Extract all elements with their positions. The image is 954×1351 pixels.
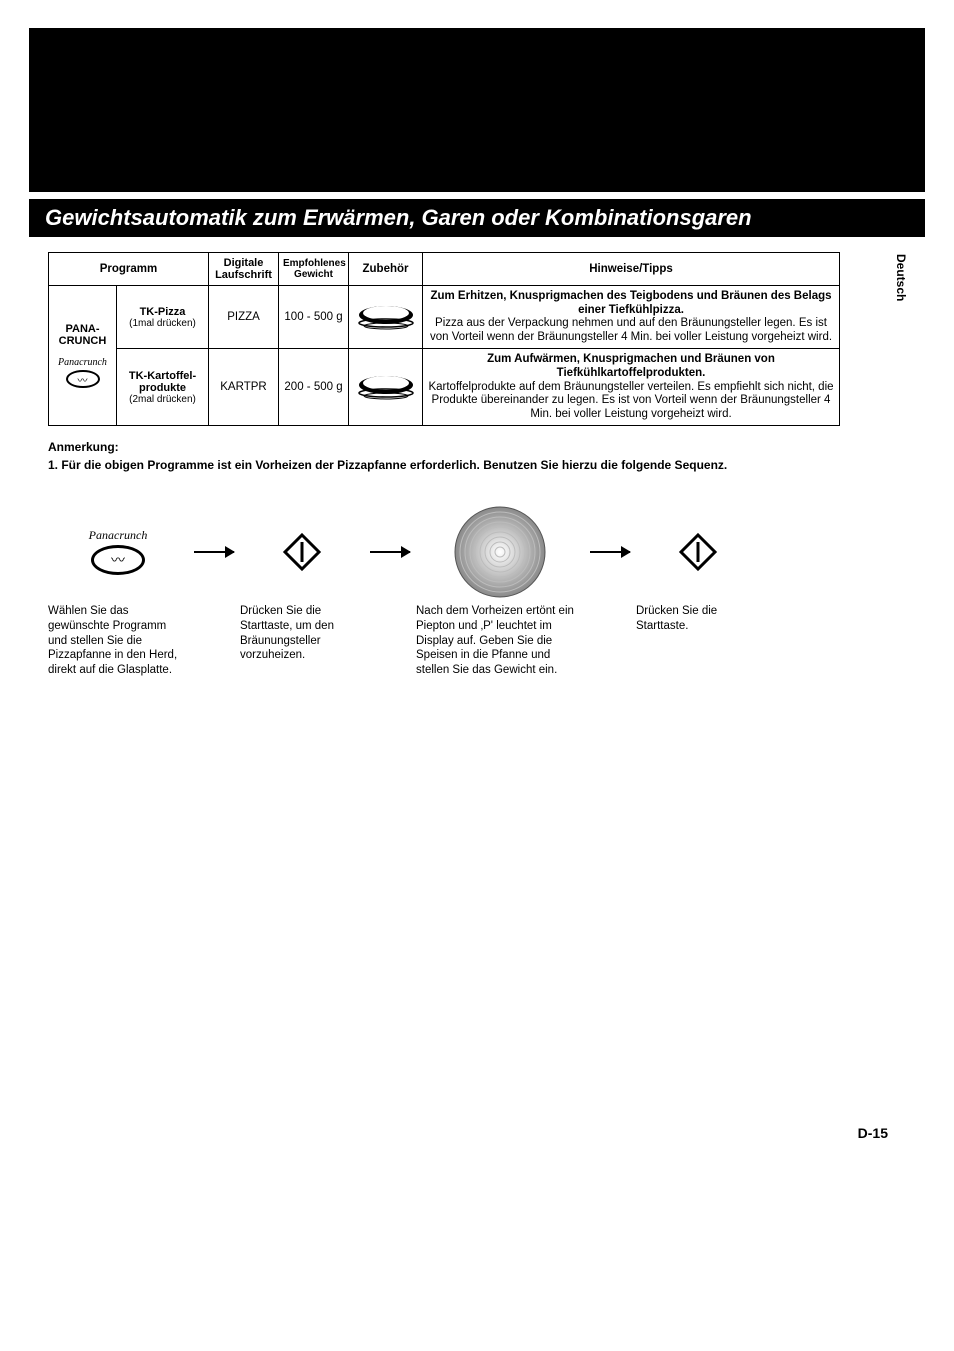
step-4: Drücken Sie die Starttaste. bbox=[636, 506, 760, 633]
arrow-icon bbox=[590, 506, 630, 598]
th-program: Programm bbox=[49, 253, 209, 286]
arrow-icon bbox=[194, 506, 234, 598]
tips-cell: Zum Erhitzen, Knusprigmachen des Teigbod… bbox=[423, 286, 840, 349]
th-weight: Empfohlenes Gewicht bbox=[279, 253, 349, 286]
table-header-row: Programm Digitale Laufschrift Empfohlene… bbox=[49, 253, 840, 286]
weight-cell: 200 - 500 g bbox=[279, 349, 349, 426]
sub-label: TK-Kartoffel-produkte bbox=[121, 370, 204, 394]
tips-rest: Pizza aus der Verpackung nehmen und auf … bbox=[430, 317, 832, 343]
group-brand-1: PANA- bbox=[53, 323, 112, 335]
panacrunch-logo: Panacrunch 〰 bbox=[53, 357, 112, 388]
th-digital: Digitale Laufschrift bbox=[209, 253, 279, 286]
sub-note: (2mal drücken) bbox=[121, 394, 204, 405]
th-tips: Hinweise/Tipps bbox=[423, 253, 840, 286]
panacrunch-arc-text: Panacrunch bbox=[53, 357, 112, 368]
browning-dish-icon bbox=[357, 373, 415, 401]
panacrunch-oval-icon: 〰 bbox=[66, 370, 100, 388]
top-black-band bbox=[29, 28, 925, 192]
step-text: Wählen Sie das gewünschte Programm und s… bbox=[48, 604, 188, 678]
start-button-icon bbox=[636, 506, 760, 598]
sub-program-cell: TK-Kartoffel-produkte (2mal drücken) bbox=[117, 349, 209, 426]
step-text: Nach dem Vorheizen ertönt ein Piepton un… bbox=[416, 604, 584, 678]
program-table: Programm Digitale Laufschrift Empfohlene… bbox=[48, 252, 840, 426]
browning-dish-icon bbox=[357, 303, 415, 331]
step-2: Drücken Sie die Starttaste, um den Bräun… bbox=[240, 506, 364, 663]
step-1: Panacrunch 〰 Wählen Sie das gewünschte P… bbox=[48, 506, 188, 678]
glass-plate-icon bbox=[416, 506, 584, 598]
panacrunch-button-icon: Panacrunch 〰 bbox=[48, 506, 188, 598]
sub-note: (1mal drücken) bbox=[121, 318, 204, 329]
note-heading: Anmerkung: bbox=[48, 440, 840, 454]
accessory-cell bbox=[349, 349, 423, 426]
step-3: Nach dem Vorheizen ertönt ein Piepton un… bbox=[416, 506, 584, 678]
tips-bold: Zum Erhitzen, Knusprigmachen des Teigbod… bbox=[430, 290, 831, 316]
language-tab: Deutsch bbox=[894, 254, 908, 301]
step-text: Drücken Sie die Starttaste. bbox=[636, 604, 760, 633]
accessory-cell bbox=[349, 286, 423, 349]
table-row: PANA- CRUNCH Panacrunch 〰 TK-Pizza (1mal… bbox=[49, 286, 840, 349]
tips-cell: Zum Aufwärmen, Knusprigmachen und Bräune… bbox=[423, 349, 840, 426]
sub-label: TK-Pizza bbox=[121, 306, 204, 318]
tips-bold: Zum Aufwärmen, Knusprigmachen und Bräune… bbox=[487, 353, 775, 379]
weight-cell: 100 - 500 g bbox=[279, 286, 349, 349]
arrow-icon bbox=[370, 506, 410, 598]
tips-rest: Kartoffelprodukte auf dem Bräunungstelle… bbox=[428, 381, 833, 420]
page-number: D-15 bbox=[858, 1125, 888, 1141]
steps-row: Panacrunch 〰 Wählen Sie das gewünschte P… bbox=[48, 506, 840, 678]
note-block: Anmerkung: 1. Für die obigen Programme i… bbox=[48, 440, 840, 472]
group-brand-2: CRUNCH bbox=[53, 335, 112, 347]
th-accessory: Zubehör bbox=[349, 253, 423, 286]
panacrunch-arc-text: Panacrunch bbox=[89, 528, 148, 543]
panacrunch-oval-icon: 〰 bbox=[91, 545, 145, 575]
start-button-icon bbox=[240, 506, 364, 598]
sub-program-cell: TK-Pizza (1mal drücken) bbox=[117, 286, 209, 349]
digital-cell: PIZZA bbox=[209, 286, 279, 349]
step-text: Drücken Sie die Starttaste, um den Bräun… bbox=[240, 604, 364, 663]
note-line: 1. Für die obigen Programme ist ein Vorh… bbox=[48, 458, 840, 472]
program-group-cell: PANA- CRUNCH Panacrunch 〰 bbox=[49, 286, 117, 426]
page-title: Gewichtsautomatik zum Erwärmen, Garen od… bbox=[45, 205, 752, 230]
page-title-bar: Gewichtsautomatik zum Erwärmen, Garen od… bbox=[29, 199, 925, 237]
page-content: Programm Digitale Laufschrift Empfohlene… bbox=[48, 252, 840, 678]
table-row: TK-Kartoffel-produkte (2mal drücken) KAR… bbox=[49, 349, 840, 426]
digital-cell: KARTPR bbox=[209, 349, 279, 426]
